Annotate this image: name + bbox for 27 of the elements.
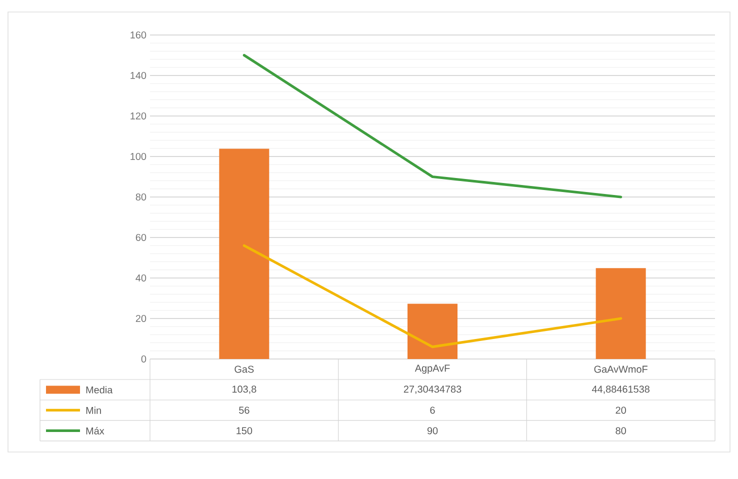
y-tick-label: 80: [136, 193, 146, 201]
bar: [408, 304, 458, 359]
data-label: 6: [430, 406, 435, 414]
y-tick-label: 60: [136, 234, 146, 242]
data-label: 56: [239, 406, 250, 414]
data-label: 27,30434783: [404, 386, 462, 394]
data-label: 44,88461538: [592, 386, 650, 394]
legend-label: Min: [86, 406, 101, 414]
data-label: 80: [616, 427, 626, 434]
data-label: 20: [616, 406, 626, 414]
x-tick-label: GaS: [234, 366, 254, 373]
bar: [219, 148, 270, 359]
data-label: 90: [427, 427, 438, 434]
legend-label: Máx: [86, 427, 104, 434]
y-tick-label: 140: [130, 72, 146, 80]
y-tick-label: 120: [130, 112, 146, 120]
legend-label: Media: [86, 386, 113, 394]
y-tick-label: 20: [136, 314, 146, 322]
data-label: 150: [236, 427, 252, 434]
data-label: 103,8: [232, 386, 256, 394]
y-tick-label: 0: [141, 355, 146, 363]
y-tick-label: 160: [130, 31, 146, 39]
y-tick-label: 40: [136, 274, 146, 282]
x-tick-label: GaAvWmoF: [594, 366, 648, 373]
x-tick-label: AgpAvF: [414, 364, 450, 374]
bar: [596, 268, 646, 359]
y-tick-label: 100: [130, 152, 146, 160]
